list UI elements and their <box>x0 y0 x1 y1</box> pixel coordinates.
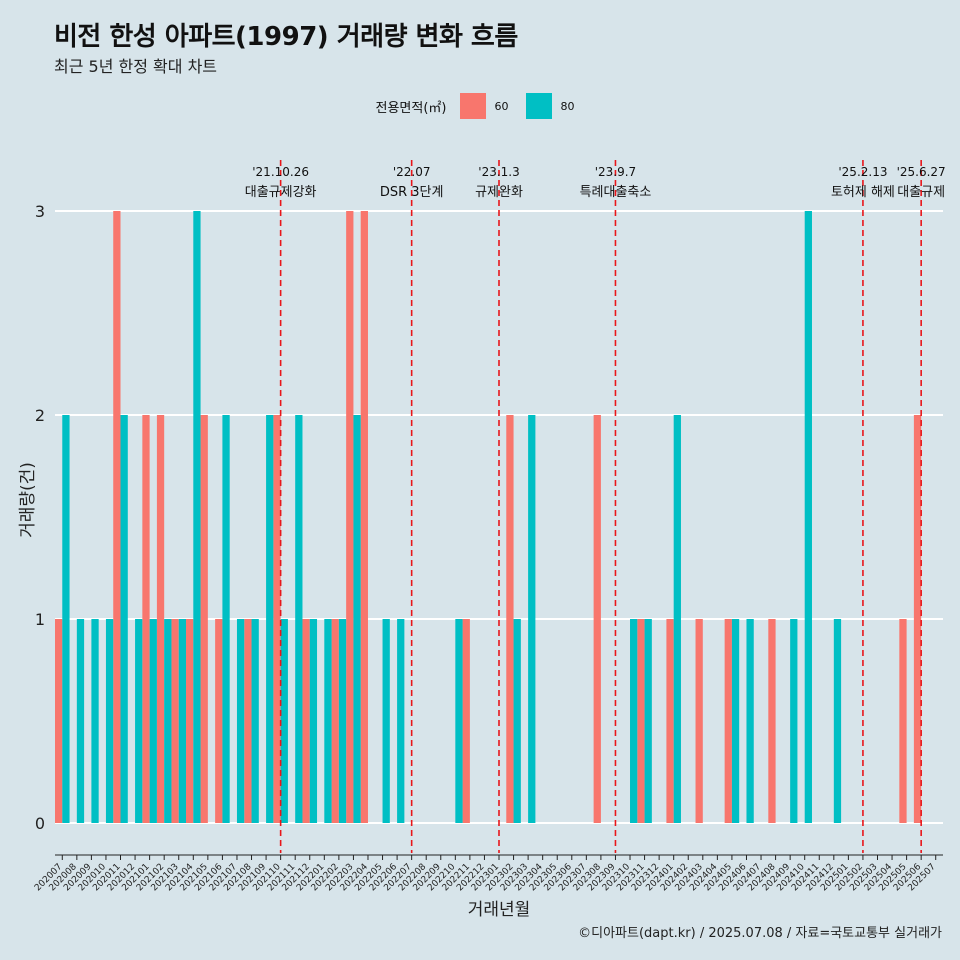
event-label: 대출규제 <box>897 185 945 200</box>
legend-key-80 <box>526 93 553 119</box>
bar-60-202401 <box>666 619 674 823</box>
x-axis-title: 거래년월 <box>468 900 531 920</box>
bar-60-202506 <box>913 415 922 823</box>
bar-60-202204 <box>360 211 368 823</box>
bar-80-202103 <box>178 619 187 823</box>
bar-80-202412 <box>833 619 842 823</box>
bar-80-202009 <box>91 619 99 823</box>
bar-60-202302 <box>506 415 514 823</box>
bar-60-202112 <box>302 619 310 823</box>
legend-title: 전용면적(㎡) <box>375 100 447 116</box>
bar-60-202202 <box>331 619 339 823</box>
bar-80-202310 <box>630 619 638 823</box>
event-date: '25.6.27 <box>897 165 946 179</box>
y-tick-label: 0 <box>35 814 45 833</box>
bar-80-202111 <box>295 415 303 823</box>
bar-80-202409 <box>790 619 798 823</box>
chart-subtitle: 최근 5년 한정 확대 차트 <box>54 57 218 76</box>
bar-60-202105 <box>200 415 208 823</box>
bar-80-202102 <box>164 619 172 823</box>
bar-60-202011 <box>113 211 121 823</box>
y-tick-label: 2 <box>35 406 45 425</box>
bar-80-202406 <box>746 619 754 823</box>
legend: 전용면적(㎡) 60 80 <box>0 93 960 119</box>
bar-80-202101 <box>149 619 157 823</box>
bar-60-202203 <box>346 211 354 823</box>
bar-60-202101 <box>142 415 150 823</box>
bar-80-202112 <box>309 619 318 823</box>
bar-80-202311 <box>644 619 652 823</box>
bar-80-202010 <box>105 619 114 823</box>
bar-80-202106 <box>222 415 230 823</box>
event-date: '22.07 <box>393 165 431 179</box>
bar-80-202008 <box>76 619 85 823</box>
bar-80-202107 <box>236 619 245 823</box>
bar-60-202108 <box>244 619 252 823</box>
y-tick-label: 1 <box>35 610 45 629</box>
bar-80-202405 <box>731 619 740 823</box>
event-label: 규제완화 <box>475 185 523 200</box>
legend-label-80: 80 <box>560 99 575 113</box>
bar-60-202311 <box>637 619 645 823</box>
bar-80-202206 <box>397 619 405 823</box>
bar-60-202103 <box>171 619 179 823</box>
bar-60-202106 <box>215 619 223 823</box>
event-date: '23.9.7 <box>595 165 636 179</box>
bar-80-202108 <box>251 619 259 823</box>
bar-80-202410 <box>804 211 812 823</box>
y-axis-title: 거래량(건) <box>18 462 38 538</box>
bar-80-202202 <box>338 619 347 823</box>
event-label: 특례대출축소 <box>580 185 652 200</box>
bar-80-202401 <box>673 415 681 823</box>
bar-60-202007 <box>55 619 63 823</box>
bar-80-202011 <box>120 415 128 823</box>
bar-80-202109 <box>266 415 274 823</box>
bar-80-202203 <box>353 415 361 823</box>
bar-80-202302 <box>513 619 521 823</box>
legend-label-60: 60 <box>494 99 509 113</box>
bar-60-202102 <box>156 415 165 823</box>
bar-80-202303 <box>528 415 536 823</box>
bar-80-202201 <box>324 619 332 823</box>
bar-60-202405 <box>724 619 732 823</box>
bar-80-202007 <box>62 415 70 823</box>
event-label: DSR 3단계 <box>380 185 444 200</box>
event-label: 대출규제강화 <box>245 185 317 200</box>
y-tick-label: 3 <box>35 202 45 221</box>
caption: ©디아파트(dapt.kr) / 2025.07.08 / 자료=국토교통부 실… <box>578 926 942 941</box>
chart-title: 비전 한성 아파트(1997) 거래량 변화 흐름 <box>54 22 518 52</box>
bar-60-202403 <box>695 619 703 823</box>
bar-80-202110 <box>280 619 288 823</box>
event-date: '25.2.13 <box>838 165 887 179</box>
event-label: 토허제 해제 <box>831 185 895 200</box>
legend-key-60 <box>460 93 487 119</box>
bar-80-202104 <box>193 211 201 823</box>
event-date: '23.1.3 <box>478 165 519 179</box>
bar-60-202110 <box>273 415 281 823</box>
bar-60-202408 <box>768 619 776 823</box>
bar-60-202211 <box>462 619 470 823</box>
bar-60-202104 <box>186 619 194 823</box>
bar-80-202210 <box>455 619 463 823</box>
bar-60-202308 <box>593 415 601 823</box>
bar-80-202012 <box>135 619 143 823</box>
bar-80-202205 <box>382 619 390 823</box>
bar-60-202505 <box>899 619 907 823</box>
event-date: '21.10.26 <box>252 165 309 179</box>
